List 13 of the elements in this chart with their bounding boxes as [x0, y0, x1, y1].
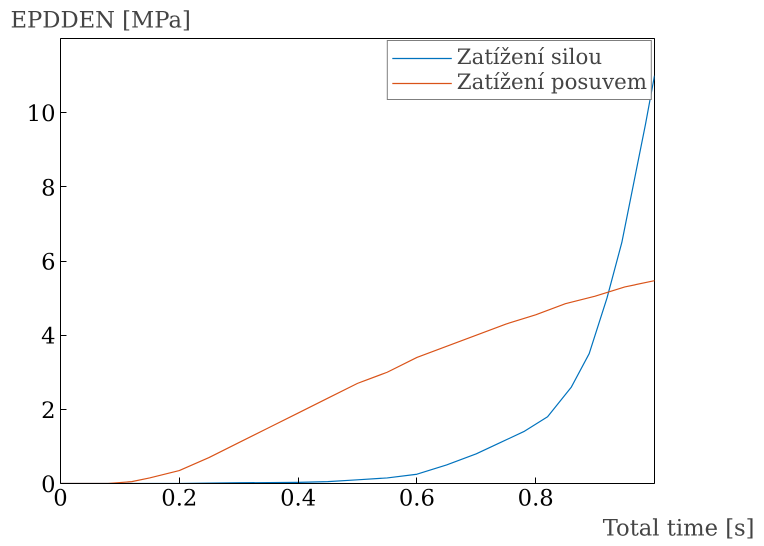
x-tick-label: 0.4 — [280, 486, 316, 512]
legend-label: Zatížení silou — [456, 45, 602, 70]
x-tick-label: 0.2 — [161, 486, 198, 512]
y-axis-title: EPDDEN [MPa] — [10, 8, 191, 34]
legend-label: Zatížení posuvem — [456, 70, 647, 95]
y-tick-label: 8 — [41, 175, 56, 202]
x-tick-label: 0.6 — [398, 486, 435, 512]
x-axis-title: Total time [s] — [602, 516, 755, 542]
y-tick-label: 4 — [41, 324, 56, 350]
x-tick-label: 0.8 — [518, 486, 554, 512]
y-tick-label: 2 — [41, 398, 56, 424]
y-tick-label: 10 — [26, 101, 56, 128]
y-tick-label: 6 — [41, 250, 56, 276]
